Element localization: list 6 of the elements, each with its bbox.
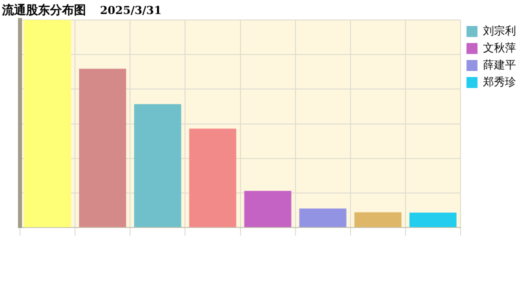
legend-label: 薛建平 bbox=[483, 58, 516, 72]
chart-subtitle: 2025/3/31 bbox=[100, 4, 162, 17]
chart-title: 流通股东分布图 bbox=[2, 3, 86, 17]
legend-label: 文秋萍 bbox=[483, 41, 516, 54]
legend-label: 刘宗利 bbox=[483, 24, 516, 38]
legend-label: 郑秀珍 bbox=[483, 75, 516, 88]
